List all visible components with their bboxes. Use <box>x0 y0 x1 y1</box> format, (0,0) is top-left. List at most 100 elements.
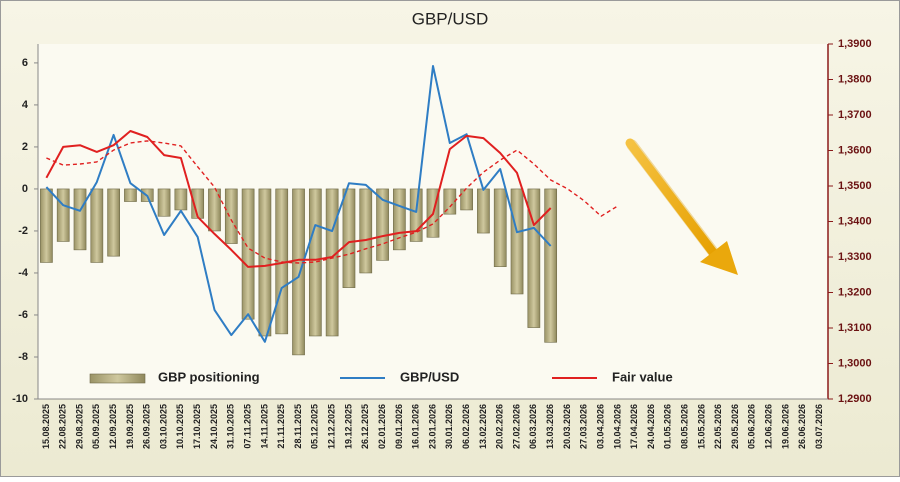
x-tick-label: 06.02.2026 <box>461 404 471 449</box>
x-tick-label: 26.09.2025 <box>142 404 152 449</box>
bar <box>527 188 541 328</box>
chart-title: GBP/USD <box>412 9 489 28</box>
x-tick-label: 08.05.2026 <box>680 404 690 449</box>
bar <box>107 188 120 257</box>
x-tick-label: 02.01.2026 <box>377 404 387 449</box>
y2-tick-label: 1,3400 <box>838 215 872 227</box>
x-tick-label: 24.04.2026 <box>646 404 656 449</box>
x-tick-label: 29.08.2025 <box>74 404 84 449</box>
y2-tick-label: 1,3600 <box>838 144 872 156</box>
bar <box>325 188 339 337</box>
x-tick-label: 13.02.2026 <box>478 404 488 449</box>
x-tick-label: 10.10.2025 <box>175 404 185 449</box>
x-tick-label: 14.11.2025 <box>259 404 269 449</box>
axes: -10 -8 -6 -4 -2 0 2 4 6 1,2900 1,3000 1,3100 1,3200 1… <box>12 38 872 449</box>
x-tick-label: 05.06.2026 <box>747 404 757 449</box>
y2-tick-label: 1,2900 <box>838 393 872 405</box>
x-tick-label: 17.10.2025 <box>192 404 202 449</box>
y2-tick-label: 1,3900 <box>838 38 872 50</box>
x-tick-label: 06.03.2026 <box>528 404 538 449</box>
x-tick-label: 22.05.2026 <box>713 404 723 449</box>
bar <box>56 188 70 242</box>
y-tick-label: -2 <box>18 225 28 237</box>
x-tick-label: 19.06.2026 <box>780 404 790 449</box>
y2-tick-label: 1,3700 <box>838 109 872 121</box>
y2-tick-label: 1,3100 <box>838 322 872 334</box>
x-tick-label: 12.06.2026 <box>764 404 774 449</box>
bar <box>224 188 238 244</box>
bar <box>477 188 490 234</box>
x-tick-label: 28.11.2025 <box>293 404 303 449</box>
x-tick-label: 26.06.2026 <box>797 404 807 449</box>
x-tick-label: 30.01.2026 <box>444 404 454 449</box>
x-tick-label: 19.09.2025 <box>125 404 135 449</box>
y-tick-label: 0 <box>22 183 28 195</box>
x-tick-label: 12.09.2025 <box>108 404 118 449</box>
x-tick-label: 03.07.2026 <box>814 404 824 449</box>
bar <box>359 188 373 274</box>
legend-label: GBP positioning <box>158 369 260 384</box>
x-tick-label: 01.05.2026 <box>663 404 673 449</box>
dashed-line <box>46 140 619 264</box>
bar <box>493 188 507 267</box>
x-tick-label: 03.04.2026 <box>595 404 605 449</box>
y2-tick-label: 1,3500 <box>838 180 872 192</box>
bar <box>460 188 473 211</box>
x-tick-label: 27.02.2026 <box>511 404 521 449</box>
bar <box>393 188 406 251</box>
x-tick-label: 29.05.2026 <box>730 404 740 449</box>
x-tick-label: 15.05.2026 <box>696 404 706 449</box>
line <box>45 130 552 268</box>
x-tick-label: 20.02.2026 <box>495 404 505 449</box>
bar <box>40 188 53 263</box>
y-tick-label: -10 <box>12 393 28 405</box>
y-tick-label: 2 <box>22 141 28 153</box>
x-tick-label: 20.03.2026 <box>562 404 572 449</box>
y-tick-label: 4 <box>22 99 29 111</box>
bar <box>208 188 221 232</box>
line <box>45 65 552 343</box>
x-tick-label: 05.12.2025 <box>310 404 320 449</box>
y-tick-label: -8 <box>18 351 28 363</box>
x-tick-label: 12.12.2025 <box>327 404 337 449</box>
bar <box>544 188 558 343</box>
x-tick-label: 07.11.2025 <box>242 404 252 449</box>
x-tick-label: 23.01.2026 <box>427 404 437 449</box>
x-tick-label: 19.12.2025 <box>343 404 353 449</box>
bar <box>90 188 104 263</box>
bar <box>342 188 356 288</box>
x-tick-label: 05.09.2025 <box>91 404 101 449</box>
bar <box>241 188 255 320</box>
y-tick-label: -6 <box>18 309 28 321</box>
x-tick-label: 27.03.2026 <box>579 404 589 449</box>
legend-label: GBP/USD <box>400 369 459 384</box>
y2-tick-label: 1,3800 <box>838 73 872 85</box>
y2-tick-label: 1,3200 <box>838 286 872 298</box>
trend-arrow <box>625 138 738 275</box>
bar <box>157 188 171 217</box>
legend-label: Fair value <box>612 369 673 384</box>
x-tick-label: 16.01.2026 <box>411 404 421 449</box>
bar <box>443 188 457 215</box>
legend-swatch <box>89 373 146 384</box>
bar <box>124 188 137 202</box>
marks <box>40 65 619 356</box>
legend: GBP positioning GBP/USD Fair value <box>89 369 673 384</box>
x-tick-label: 26.12.2025 <box>360 404 370 449</box>
x-tick-label: 22.08.2025 <box>58 404 68 449</box>
y2-tick-label: 1,3300 <box>838 251 872 263</box>
bar <box>73 188 87 251</box>
x-tick-label: 13.03.2026 <box>545 404 555 449</box>
x-tick-label: 24.10.2025 <box>209 404 219 449</box>
y2-tick-label: 1,3000 <box>838 357 872 369</box>
y-tick-label: -4 <box>18 267 29 279</box>
x-tick-label: 17.04.2026 <box>629 404 639 449</box>
bar <box>258 188 272 337</box>
bar <box>191 188 205 219</box>
bar <box>292 188 305 356</box>
bar <box>510 188 524 295</box>
x-tick-label: 21.11.2025 <box>276 404 286 449</box>
x-tick-label: 15.08.2025 <box>41 404 51 449</box>
